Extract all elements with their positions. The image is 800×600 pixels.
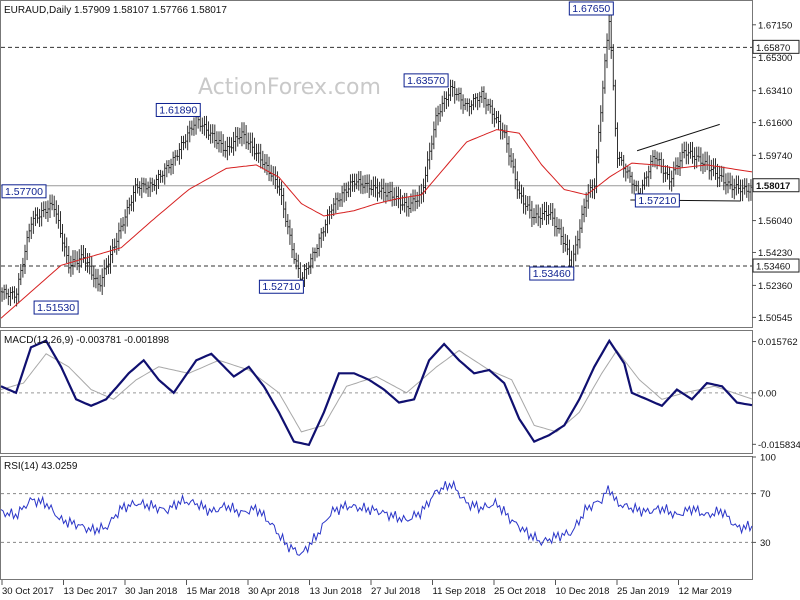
- annotation-label: 1.57210: [638, 195, 676, 207]
- x-tick-label: 13 Dec 2017: [64, 586, 118, 597]
- x-tick-label: 30 Jan 2018: [125, 586, 177, 597]
- price-panel-frame: [0, 0, 753, 328]
- price-level-box: [752, 39, 800, 54]
- watermark: ActionForex.com: [198, 75, 381, 100]
- x-tick-label: 25 Jan 2019: [617, 586, 669, 597]
- moving-average-line: [0, 129, 753, 319]
- macd-y-tick-label: 0.00: [758, 388, 777, 399]
- annotation-box: [1, 184, 47, 199]
- macd-line: [0, 338, 753, 447]
- x-tick-label: 12 Mar 2019: [679, 586, 732, 597]
- price-y-tick-label: 1.63410: [758, 86, 792, 97]
- annotation-label: 1.53460: [533, 268, 571, 280]
- rsi-y-tick-label: 30: [760, 538, 771, 549]
- macd-panel-frame: [0, 330, 753, 454]
- x-axis: 30 Oct 2017 13 Dec 2017 30 Jan 2018 15 Mar …: [1, 580, 732, 597]
- annotation-box: [33, 300, 79, 315]
- price-y-tick-label: 1.50545: [758, 313, 792, 324]
- annotation-box: [258, 279, 304, 294]
- price-y-tick-label: 1.61600: [758, 118, 792, 129]
- rsi-y-tick-label: 70: [760, 489, 771, 500]
- price-y-tick-label: 1.67150: [758, 20, 792, 31]
- rsi-panel: 100 70 30: [0, 453, 776, 556]
- macd-title: MACD(12,26,9) -0.003781 -0.001898: [4, 335, 170, 346]
- x-tick-label: 30 Oct 2017: [2, 586, 54, 597]
- x-tick-label: 13 Jun 2018: [310, 586, 362, 597]
- rsi-panel-frame: [0, 456, 753, 580]
- annotation-label: 1.57700: [5, 186, 43, 198]
- macd-y-tick-label: -0.015834: [758, 440, 800, 451]
- rsi-line: [0, 479, 753, 556]
- annotation-label: 1.67650: [572, 3, 610, 15]
- annotation-label: 1.61890: [159, 104, 197, 116]
- price-level-label: 1.65870: [756, 43, 790, 54]
- rsi-y-tick-label: 100: [760, 453, 776, 464]
- annotation-box: [568, 1, 614, 16]
- macd-signal-line: [0, 349, 753, 433]
- macd-y-tick-label: 0.015762: [758, 337, 798, 348]
- triangle-trendline: [636, 123, 720, 152]
- annotation-box: [634, 193, 680, 208]
- annotation-box: [529, 266, 575, 281]
- price-level-box: [752, 258, 800, 273]
- price-y-tick-label: 1.54230: [758, 248, 792, 259]
- annotation-box: [155, 102, 201, 117]
- x-tick-label: 30 Apr 2018: [248, 586, 299, 597]
- x-tick-label: 11 Sep 2018: [433, 586, 486, 597]
- price-y-tick-label: 1.59740: [758, 151, 792, 162]
- price-level-label: 1.58017: [756, 181, 790, 192]
- rsi-title: RSI(14) 43.0259: [4, 461, 78, 472]
- x-tick-label: 15 Mar 2018: [187, 586, 240, 597]
- price-level-box: [752, 178, 800, 193]
- annotation-label: 1.52710: [262, 281, 300, 293]
- price-y-tick-label: 1.52360: [758, 281, 792, 292]
- price-level-label: 1.53460: [756, 262, 790, 273]
- price-title: EURAUD,Daily 1.57909 1.58107 1.57766 1.5…: [4, 5, 227, 16]
- annotation-box: [403, 73, 449, 88]
- annotation-label: 1.63570: [407, 75, 445, 87]
- x-tick-label: 25 Oct 2018: [494, 586, 546, 597]
- annotation-label: 1.51530: [37, 302, 75, 314]
- price-y-tick-label: 1.56040: [758, 216, 792, 227]
- price-y-tick-label: 1.65300: [758, 53, 792, 64]
- macd-panel: 0.015762 0.00 -0.015834: [0, 337, 800, 451]
- price-panel: 1.67150 1.65300 1.63410 1.61600 1.59740 1.560…: [0, 1, 800, 324]
- x-tick-label: 10 Dec 2018: [556, 586, 610, 597]
- x-tick-label: 27 Jul 2018: [371, 586, 420, 597]
